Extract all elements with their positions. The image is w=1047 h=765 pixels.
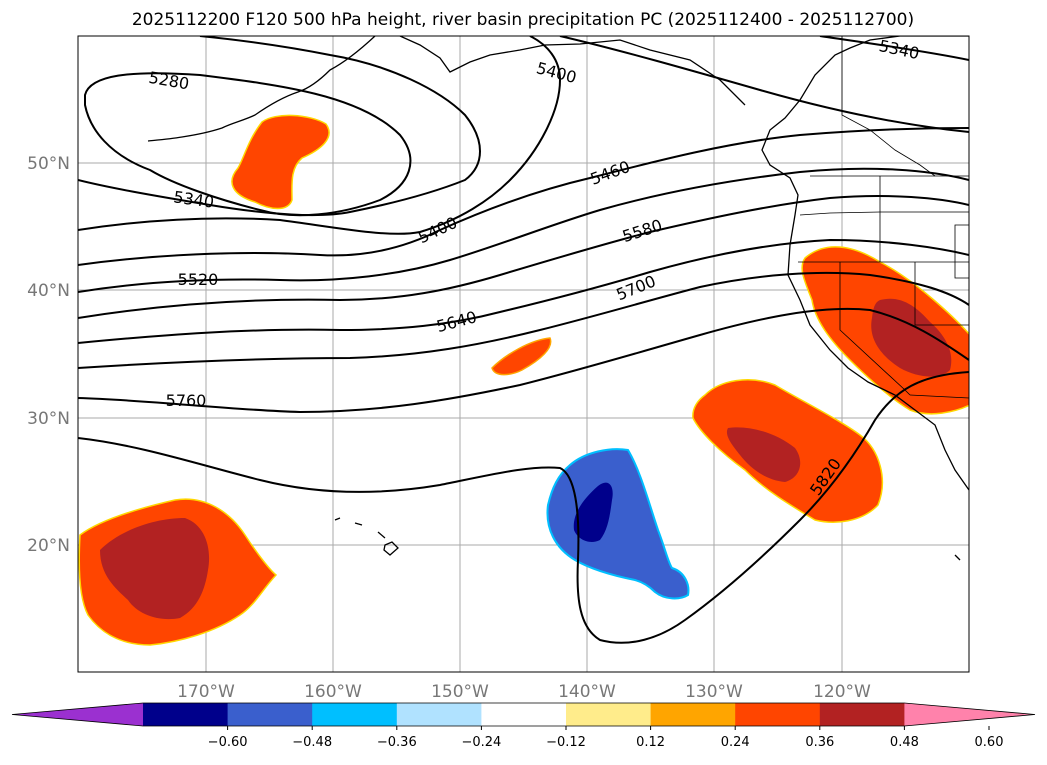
colorbar-segment [312, 703, 398, 726]
lon-label-120w: 120°W [813, 682, 871, 702]
precip-core-subtropical-east [726, 427, 801, 482]
lat-label-20n: 20°N [27, 536, 70, 556]
contour-5340-east [819, 36, 969, 61]
map-area: 5280 5340 5340 5400 5400 5460 5520 5580 … [77, 35, 970, 673]
hawaiian-islands [334, 517, 399, 556]
alaska-coast [399, 36, 746, 106]
height-contours [78, 36, 969, 644]
contour-label-5520: 5520 [178, 270, 219, 289]
lon-label-150w: 150°W [431, 682, 489, 702]
lat-label-50n: 50°N [27, 154, 70, 174]
precip-core-california [871, 298, 952, 377]
lon-label-160w: 160°W [304, 682, 362, 702]
borders [798, 36, 969, 399]
colorbar-segment [143, 703, 229, 726]
colorbar-tick-label: −0.48 [292, 735, 332, 750]
negative-core-subtropical [573, 482, 613, 542]
longitude-labels: 170°W 160°W 150°W 140°W 130°W 120°W [177, 682, 871, 702]
colorbar-segment [650, 703, 736, 726]
colorbar-segment [396, 703, 482, 726]
precip-shading [78, 114, 969, 646]
contour-5280 [84, 72, 412, 217]
colorbar-tick-label: 0.12 [636, 735, 665, 750]
colorbar: −0.60 −0.48 −0.36 −0.24 −0.12 0.12 0.24 0.36 0.4… [11, 702, 1036, 750]
lon-label-130w: 130°W [685, 682, 743, 702]
map-frame [77, 35, 970, 673]
colorbar-segment [819, 703, 905, 726]
colorbar-segment [481, 703, 567, 726]
north-america-coast [761, 36, 969, 491]
colorbar-tick-label: 0.24 [721, 735, 750, 750]
colorbar-tick-label: 0.48 [890, 735, 919, 750]
contour-5460 [78, 127, 969, 266]
lat-label-30n: 30°N [27, 409, 70, 429]
colorbar-tick-label: 0.36 [805, 735, 834, 750]
colorbar-tick-label: −0.60 [208, 735, 248, 750]
colorbar-outline [11, 702, 1036, 727]
contour-5340-west [78, 36, 481, 217]
contour-5700 [78, 271, 969, 369]
precip-region-midpacific [491, 337, 552, 376]
figure-title: 2025112200 F120 500 hPa height, river ba… [132, 10, 914, 30]
colorbar-segment [735, 703, 821, 726]
colorbar-tick-label: −0.36 [377, 735, 417, 750]
precip-region-aleutian [231, 114, 330, 210]
colorbar-segment [227, 703, 313, 726]
contour-5760 [78, 307, 969, 414]
contour-5820 [78, 371, 969, 644]
contour-5640 [78, 238, 969, 344]
colorbar-segment [566, 703, 652, 726]
wa-or-border [799, 211, 969, 216]
colorbar-tick-label: −0.24 [461, 735, 501, 750]
lon-label-170w: 170°W [177, 682, 235, 702]
contour-label-5760: 5760 [166, 391, 207, 410]
colorbar-extend-min [12, 703, 143, 726]
negative-region-subtropical [546, 448, 690, 600]
coastlines [147, 36, 969, 561]
colorbar-tick-label: 0.60 [975, 735, 1004, 750]
contour-5400 [78, 36, 562, 235]
colorbar-tick-label: −0.12 [546, 735, 586, 750]
gridlines [78, 36, 969, 672]
revillagigedo [954, 554, 961, 561]
contour-5400-east [559, 36, 969, 133]
ca-nv-border [839, 262, 911, 396]
state-box [954, 224, 969, 279]
latitude-labels: 50°N 40°N 30°N 20°N [27, 154, 70, 556]
bc-alberta-border [841, 36, 936, 177]
contour-5580 [78, 195, 969, 319]
lat-label-40n: 40°N [27, 281, 70, 301]
precip-core-southwest [100, 518, 210, 620]
colorbar-extend-max [904, 703, 1035, 726]
lon-label-140w: 140°W [558, 682, 616, 702]
us-mexico-border [909, 394, 969, 399]
contour-5520 [78, 167, 969, 293]
aleutian-chain [147, 36, 376, 142]
